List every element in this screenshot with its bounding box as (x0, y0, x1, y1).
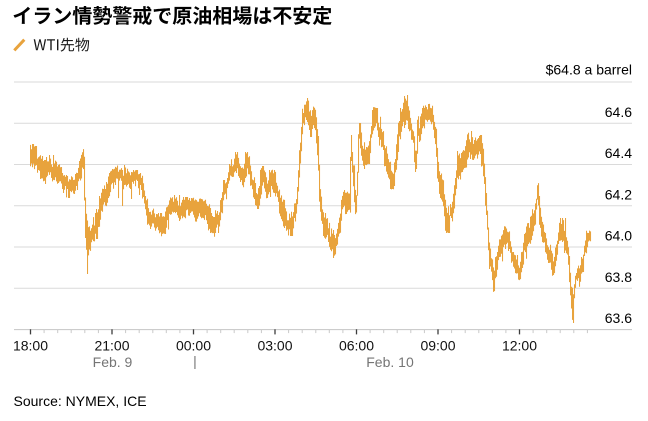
svg-text:12:00: 12:00 (502, 337, 537, 353)
svg-text:18:00: 18:00 (13, 337, 48, 353)
svg-text:64.0: 64.0 (605, 228, 632, 244)
svg-text:63.8: 63.8 (605, 269, 632, 285)
svg-text:$64.8 a barrel: $64.8 a barrel (546, 62, 632, 78)
svg-text:63.6: 63.6 (605, 310, 632, 326)
svg-text:09:00: 09:00 (420, 337, 455, 353)
svg-text:64.4: 64.4 (605, 145, 632, 161)
svg-text:64.2: 64.2 (605, 186, 632, 202)
svg-text:|: | (193, 353, 197, 369)
svg-text:21:00: 21:00 (94, 337, 129, 353)
svg-text:Feb. 9: Feb. 9 (93, 354, 133, 370)
svg-text:Feb. 10: Feb. 10 (366, 354, 414, 370)
svg-text:06:00: 06:00 (339, 337, 374, 353)
svg-text:64.6: 64.6 (605, 104, 632, 120)
svg-text:00:00: 00:00 (176, 337, 211, 353)
svg-text:03:00: 03:00 (257, 337, 292, 353)
svg-text:Source: NYMEX, ICE: Source: NYMEX, ICE (14, 393, 147, 409)
